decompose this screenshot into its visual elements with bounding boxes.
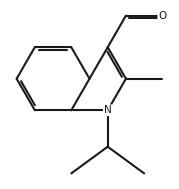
Text: N: N — [104, 105, 112, 115]
Text: O: O — [158, 11, 166, 21]
